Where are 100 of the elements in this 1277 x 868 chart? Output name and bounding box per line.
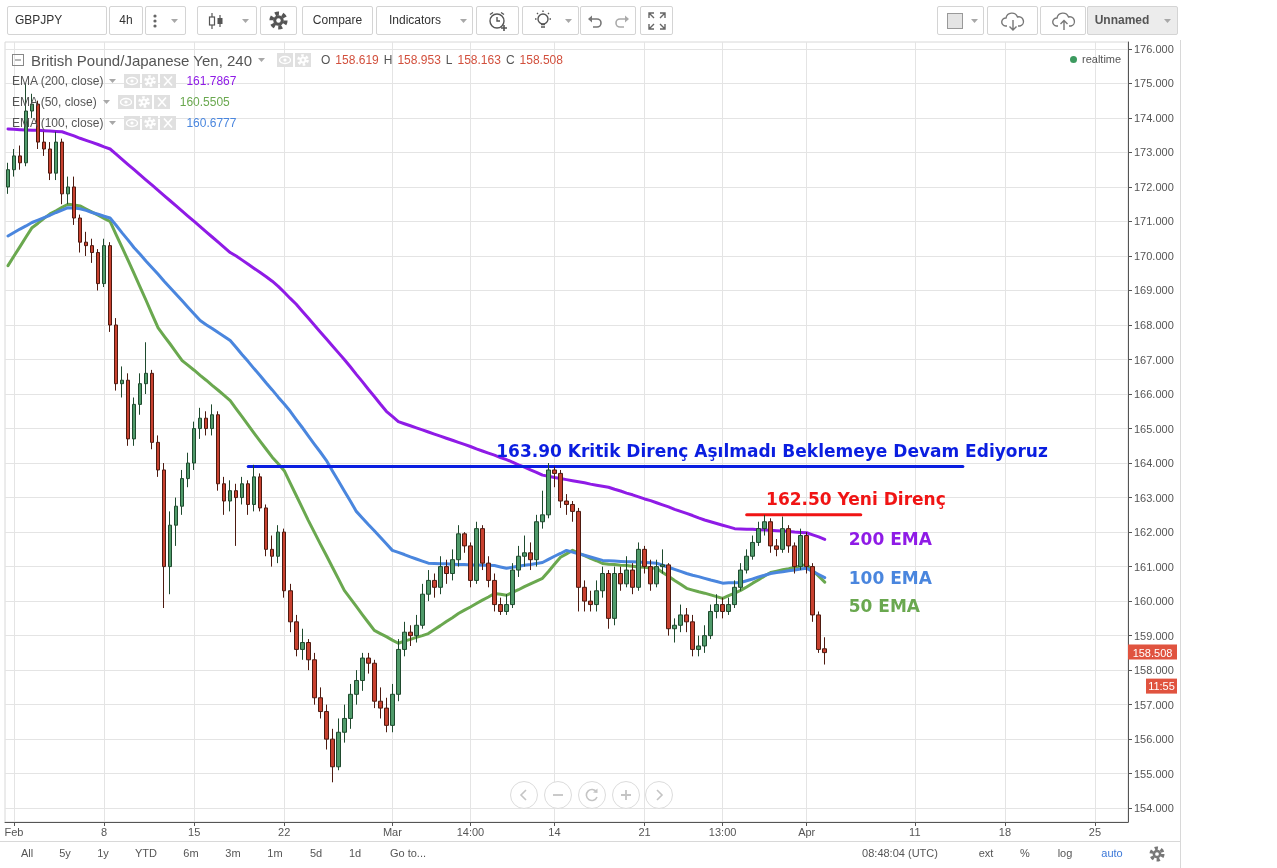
candlestick [438, 555, 443, 595]
y-tick-label: 171.000 [1134, 215, 1174, 228]
text: 08:48:04 (UTC) [861, 847, 939, 859]
y-tick-label: 163.000 [1134, 491, 1174, 504]
candlestick [198, 407, 202, 440]
candlestick [72, 176, 76, 226]
candlestick [18, 145, 22, 171]
annotation: 162.50 Yeni Direnç [766, 488, 946, 509]
candlestick [210, 403, 214, 436]
candlestick [264, 503, 268, 557]
text: 158.508 [1132, 646, 1173, 659]
text: 6m [183, 847, 199, 859]
text: 1m [267, 847, 283, 859]
candlestick [6, 162, 10, 195]
x-tick-label: 11 [909, 825, 921, 838]
candlestick [216, 410, 220, 492]
y-tick-label: 169.000 [1134, 284, 1174, 297]
candlestick [300, 628, 305, 661]
annotation: 163.90 Kritik Direnç Aşılmadı Beklemeye Devam Ediyoruz [496, 440, 1048, 461]
candlestick [48, 141, 52, 181]
candlestick [120, 365, 124, 398]
text: YTD [135, 847, 157, 859]
x-tick-label: 14 [548, 825, 561, 838]
annotation: realtime [1082, 53, 1122, 65]
candlestick [162, 462, 166, 609]
candlestick [618, 566, 623, 592]
candlestick [60, 138, 64, 205]
y-tick-label: 170.000 [1134, 249, 1174, 262]
text: 1d [348, 847, 362, 859]
x-tick-label: 25 [1088, 825, 1102, 838]
y-tick-label: 160.000 [1134, 595, 1174, 608]
series-label: 100 EMA [848, 567, 933, 588]
compare-button: Compare [302, 6, 373, 35]
candlestick [246, 479, 250, 516]
candlestick [258, 472, 262, 512]
candlestick [222, 476, 226, 516]
text: All [20, 847, 34, 859]
candlestick [720, 597, 725, 619]
candlestick [150, 369, 154, 450]
candlestick [606, 569, 611, 630]
annotation: 160.5505 [179, 94, 230, 109]
x-tick-label: Feb [4, 825, 24, 838]
x-tick-label: Mar [382, 825, 403, 838]
candlestick [108, 241, 112, 333]
candlestick [444, 559, 449, 585]
candlestick [192, 421, 196, 471]
candlestick [408, 624, 413, 647]
x-tick-label: 14:00 [456, 825, 485, 838]
y-tick-label: 156.000 [1134, 733, 1174, 746]
text: auto [1101, 847, 1123, 859]
x-tick-label: 15 [188, 825, 201, 838]
candlestick [240, 476, 244, 505]
candlestick [42, 131, 46, 157]
y-tick-label: 154.000 [1134, 802, 1174, 815]
candlestick [174, 497, 178, 547]
text: 1y [97, 847, 109, 859]
symbol-field: GBPJPY [7, 6, 107, 35]
annotation: O 158.619 H 158.953 L 158.163 C 158.508 [321, 53, 563, 67]
series-label: 200 EMA [848, 529, 933, 550]
candlestick [252, 464, 256, 512]
candlestick [624, 555, 629, 588]
x-tick-label: 22 [278, 825, 291, 838]
candlestick [54, 131, 58, 181]
y-tick-label: 166.000 [1134, 388, 1174, 401]
candlestick [84, 231, 88, 257]
y-tick-label: 164.000 [1134, 457, 1174, 470]
candlestick [204, 410, 208, 436]
x-tick-label: Apr [798, 825, 816, 838]
candlestick [270, 535, 274, 568]
candlestick [798, 528, 803, 571]
y-tick-label: 168.000 [1134, 319, 1174, 332]
annotation: 160.6777 [186, 115, 237, 130]
candlestick [612, 566, 617, 626]
candlestick [276, 524, 280, 564]
candlestick [144, 341, 148, 395]
y-tick-label: 155.000 [1134, 767, 1174, 780]
annotation: 161.7867 [186, 73, 237, 88]
y-tick-label: 162.000 [1134, 526, 1174, 539]
candlestick [78, 214, 82, 254]
x-tick-label: 21 [638, 825, 651, 838]
y-tick-label: 174.000 [1134, 111, 1174, 124]
candlestick [180, 469, 184, 516]
candlestick [780, 516, 785, 554]
y-tick-label: 165.000 [1134, 422, 1174, 435]
text: 11:55 [1148, 680, 1175, 693]
candlestick [114, 317, 118, 392]
candlestick [636, 541, 641, 592]
candlestick [132, 396, 136, 447]
text: British Pound/Japanese Yen, 240 [31, 51, 253, 69]
candlestick [138, 372, 142, 416]
y-tick-label: 158.000 [1134, 664, 1174, 677]
y-tick-label: 176.000 [1134, 42, 1174, 55]
text: 5d [309, 847, 323, 859]
candlestick [12, 148, 16, 178]
candlestick [90, 238, 94, 264]
x-tick-label: 13:00 [708, 825, 737, 838]
x-tick-label: 8 [101, 825, 108, 838]
annotation: EMA (200, close) [12, 73, 104, 88]
text: % [1020, 847, 1030, 859]
y-tick-label: 173.000 [1134, 146, 1174, 159]
